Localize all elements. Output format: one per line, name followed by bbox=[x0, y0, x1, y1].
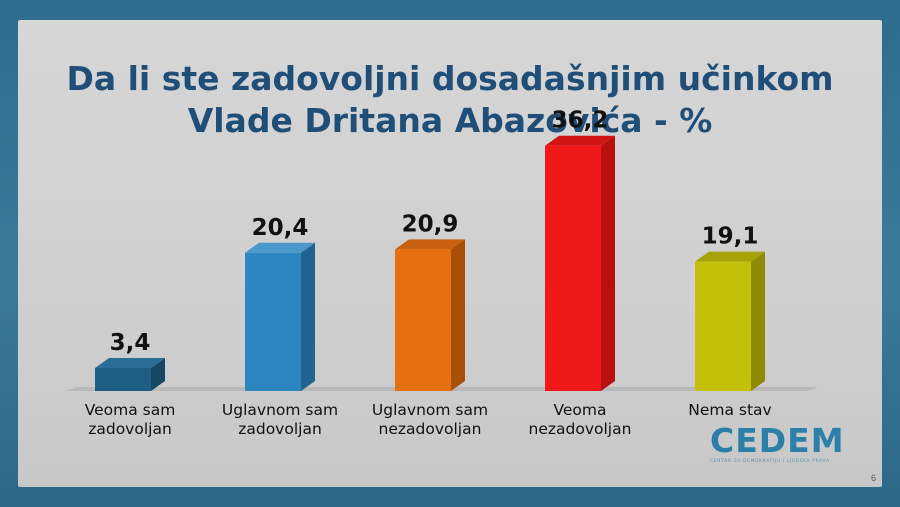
logo-subtitle: CENTAR ZA DEMOKRATIJU I LJUDSKA PRAVA bbox=[710, 459, 830, 464]
value-label: 19,1 bbox=[702, 224, 759, 250]
page-number: 6 bbox=[870, 473, 876, 483]
bar-front bbox=[545, 145, 601, 391]
category-label: Uglavnom sam zadovoljan bbox=[205, 401, 355, 439]
category-label-line: nezadovoljan bbox=[528, 420, 632, 438]
bar-front bbox=[695, 261, 751, 391]
cedem-logo: CEDEM CENTAR ZA DEMOKRATIJU I LJUDSKA PR… bbox=[710, 421, 850, 465]
bar-front bbox=[395, 249, 451, 391]
bar bbox=[395, 239, 465, 391]
bar-front bbox=[245, 252, 301, 391]
category-label: Nema stav bbox=[655, 401, 805, 420]
chart-title-line-2: Vlade Dritana Abazovića - % bbox=[187, 101, 713, 140]
category-label: Veoma nezadovoljan bbox=[505, 401, 655, 439]
value-label: 20,9 bbox=[402, 211, 459, 237]
bar-side bbox=[751, 251, 765, 391]
bar-chart: 3,4 20,4 20,9 36,2 19,1 bbox=[66, 108, 818, 391]
category-label-line: Nema stav bbox=[688, 401, 772, 419]
category-label-line: Uglavnom sam bbox=[371, 401, 489, 419]
bar-side bbox=[301, 242, 315, 391]
category-label-line: Veoma sam bbox=[84, 401, 176, 419]
chart-title-line-1: Da li ste zadovoljni dosadašnjim učinkom bbox=[66, 59, 834, 98]
category-label: Uglavnom sam nezadovoljan bbox=[355, 401, 505, 439]
value-label-group: 3,4 20,4 20,9 36,2 19,1 bbox=[110, 108, 759, 356]
bar bbox=[545, 135, 615, 391]
bar-side bbox=[151, 357, 165, 391]
bar-front bbox=[95, 367, 151, 391]
bar-top bbox=[95, 357, 165, 368]
chart-title: Da li ste zadovoljni dosadašnjim učinkom… bbox=[18, 58, 882, 142]
category-label-line: zadovoljan bbox=[238, 420, 322, 438]
bar bbox=[695, 251, 765, 391]
category-label: Veoma sam zadovoljan bbox=[55, 401, 205, 439]
category-label-line: Veoma bbox=[553, 401, 607, 419]
category-label-line: zadovoljan bbox=[88, 420, 172, 438]
bar-top bbox=[695, 251, 765, 262]
bar-top bbox=[545, 135, 615, 146]
value-label: 3,4 bbox=[110, 330, 151, 356]
bar-side bbox=[601, 135, 615, 391]
value-label: 36,2 bbox=[552, 108, 609, 134]
value-label: 20,4 bbox=[252, 215, 309, 241]
category-label-line: Uglavnom sam bbox=[221, 401, 339, 419]
bar bbox=[95, 357, 165, 391]
bar-side bbox=[451, 239, 465, 391]
bar bbox=[245, 242, 315, 391]
logo-word: CEDEM bbox=[710, 421, 845, 460]
bar-top bbox=[395, 239, 465, 250]
category-label-line: nezadovoljan bbox=[378, 420, 482, 438]
slide: Da li ste zadovoljni dosadašnjim učinkom… bbox=[18, 20, 882, 487]
bar-top bbox=[245, 242, 315, 253]
bar-group bbox=[95, 135, 765, 391]
